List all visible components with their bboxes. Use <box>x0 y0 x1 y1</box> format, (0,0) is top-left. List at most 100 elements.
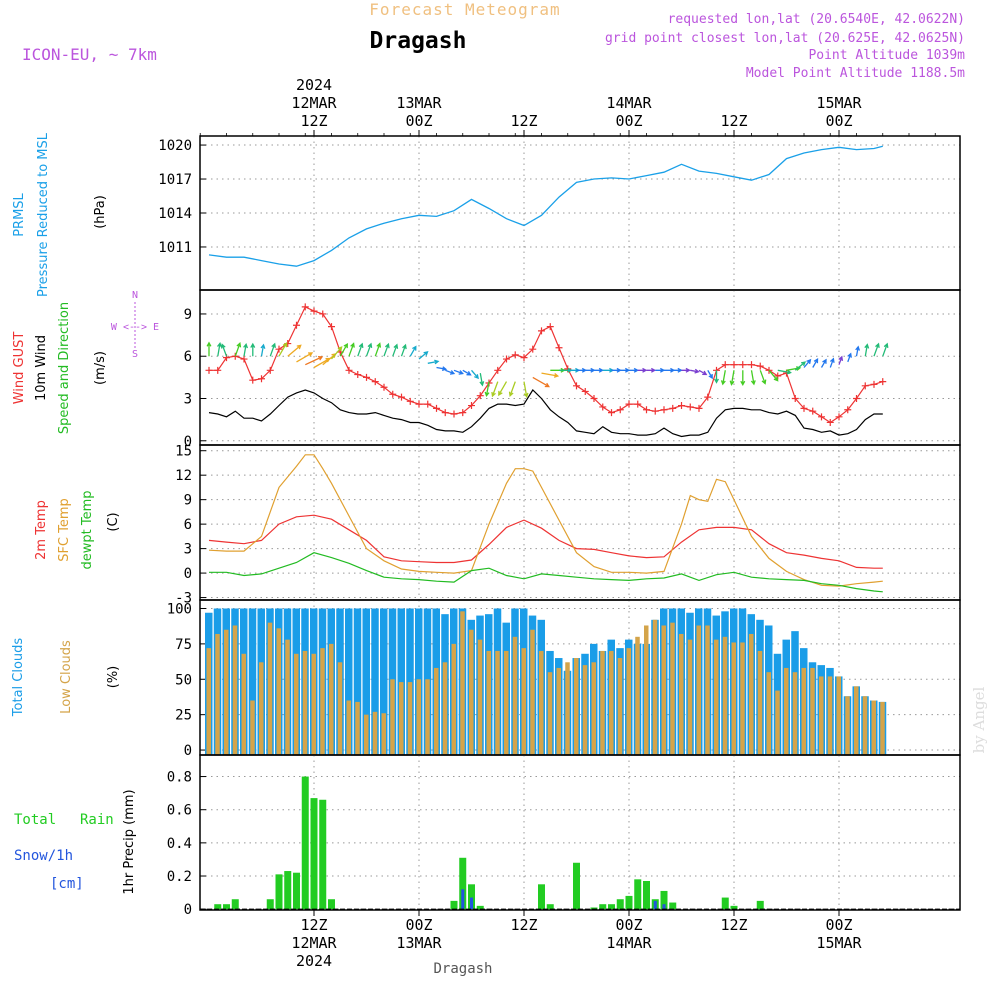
panel-precipitation-data <box>200 776 960 910</box>
low-cloud-bar <box>259 662 264 755</box>
panel-clouds-data <box>205 608 887 755</box>
precip-axis-label: 1hr Precip (mm) <box>122 789 137 894</box>
y-tick-label: 100 <box>167 601 192 617</box>
low-cloud-bar <box>591 662 596 755</box>
low-cloud-bar <box>372 711 378 755</box>
wind-gust-marker <box>415 400 423 408</box>
snow-label: Snow/1h <box>14 848 73 864</box>
rain-bar <box>669 902 677 910</box>
time-label-top: 12Z <box>510 112 537 130</box>
low-cloud-bar <box>574 658 579 755</box>
snow-bar <box>461 889 465 910</box>
pressure-label-name: Pressure Reduced to MSL <box>36 132 51 297</box>
wind-gust-marker <box>266 366 274 374</box>
wind-gust-marker <box>240 355 248 363</box>
watermark: by Angel <box>970 686 988 753</box>
wind-direction-arrow <box>637 367 648 373</box>
wind-direction-arrow <box>882 342 889 357</box>
low-cloud-bar <box>617 658 623 755</box>
low-cloud-bar <box>451 643 456 755</box>
rain-bar <box>660 890 668 910</box>
total-cloud-bar <box>406 608 414 755</box>
y-tick-label: 1020 <box>158 138 192 154</box>
wind-gust-marker <box>730 361 738 369</box>
wind-direction-arrow <box>250 342 256 357</box>
pressure-label-prmsl: PRMSL <box>12 192 27 236</box>
time-label-top: 14MAR <box>606 94 652 112</box>
low-cloud-bar <box>320 648 325 755</box>
low-cloud-bar <box>635 636 640 755</box>
wind-direction-arrow <box>729 370 735 386</box>
wind-direction-arrow <box>576 367 588 373</box>
rain-bar <box>546 904 554 910</box>
low-cloud-bar <box>784 667 789 755</box>
y-tick-label: 9 <box>184 307 192 323</box>
time-axis: 202412MAR12Z12Z12MAR202413MAR00Z00Z13MAR… <box>199 76 936 970</box>
y-tick-label: -3 <box>175 591 192 607</box>
low-cloud-bar <box>556 667 561 755</box>
pressure-label-unit: (hPa) <box>93 195 108 229</box>
low-cloud-bar <box>442 662 448 755</box>
wind-gust-marker <box>345 366 353 374</box>
wind-gust-marker <box>800 404 808 412</box>
low-cloud-bar <box>469 629 474 755</box>
panel-temperature-data <box>208 454 883 593</box>
y-tick-label: 6 <box>184 349 192 365</box>
time-label-top: 00Z <box>405 112 432 130</box>
rain-label: Rain <box>80 812 114 828</box>
wind-gust-marker <box>450 410 458 418</box>
wind-gust-marker <box>310 307 318 315</box>
wind-gust-marker <box>695 404 703 412</box>
wind-gust-marker <box>678 402 685 410</box>
wind-direction-arrow <box>750 370 756 386</box>
wind-direction-arrow <box>672 367 683 373</box>
wind-gust-marker <box>625 400 633 408</box>
rain-bar <box>476 905 484 910</box>
low-cloud-bar <box>425 679 430 755</box>
wind-direction-arrow <box>620 367 631 373</box>
low-cloud-bar <box>801 667 806 755</box>
rain-bar <box>538 884 545 910</box>
low-cloud-bar <box>512 636 518 755</box>
low-cloud-bar <box>390 679 395 755</box>
wind-direction-arrow <box>646 367 657 373</box>
y-tick-label: 6 <box>184 517 192 533</box>
low-cloud-bar <box>871 700 876 755</box>
rain-bar <box>284 871 292 910</box>
low-cloud-bar <box>294 653 299 755</box>
low-cloud-bar <box>267 622 273 755</box>
wind-gust-marker <box>398 393 405 401</box>
rain-bar <box>223 904 230 910</box>
footer-location: Dragash <box>433 961 492 977</box>
wind-direction-arrow <box>777 369 792 375</box>
wind-direction-arrow <box>508 381 516 397</box>
low-cloud-bar <box>600 650 605 755</box>
low-cloud-bar <box>460 611 465 755</box>
low-cloud-bar <box>329 643 334 755</box>
wind-direction-arrow <box>436 366 448 372</box>
rain-bar <box>468 884 475 910</box>
rain-bar <box>275 874 283 910</box>
low-cloud-bar <box>364 714 369 755</box>
y-tick-label: 3 <box>184 392 192 408</box>
time-label-bottom: 00Z <box>405 916 432 934</box>
wind-gust-marker <box>293 321 300 329</box>
y-tick-label: 9 <box>184 493 192 509</box>
low-cloud-bar <box>731 642 736 755</box>
wind-direction-arrow <box>655 367 666 373</box>
grid-coords: grid point closest lon,lat (20.625E, 42.… <box>605 31 965 46</box>
panel-temperature: -3 0 3 6 9 12 15 <box>175 444 961 607</box>
time-label-bottom: 15MAR <box>816 934 862 952</box>
low-cloud-bar <box>241 653 246 755</box>
low-cloud-bar <box>232 625 238 755</box>
y-tick-label: 1017 <box>158 172 192 188</box>
wind-gust-marker <box>380 383 388 391</box>
wind-direction-arrow <box>847 352 852 363</box>
wind-direction-arrow <box>278 342 288 357</box>
time-label-top: 12Z <box>720 112 747 130</box>
panel-wind: 0 3 6 9 <box>184 289 961 450</box>
rain-bar <box>231 899 239 910</box>
low-cloud-bar <box>416 679 421 755</box>
low-cloud-bar <box>250 700 255 755</box>
wind-direction-arrow <box>296 352 314 363</box>
